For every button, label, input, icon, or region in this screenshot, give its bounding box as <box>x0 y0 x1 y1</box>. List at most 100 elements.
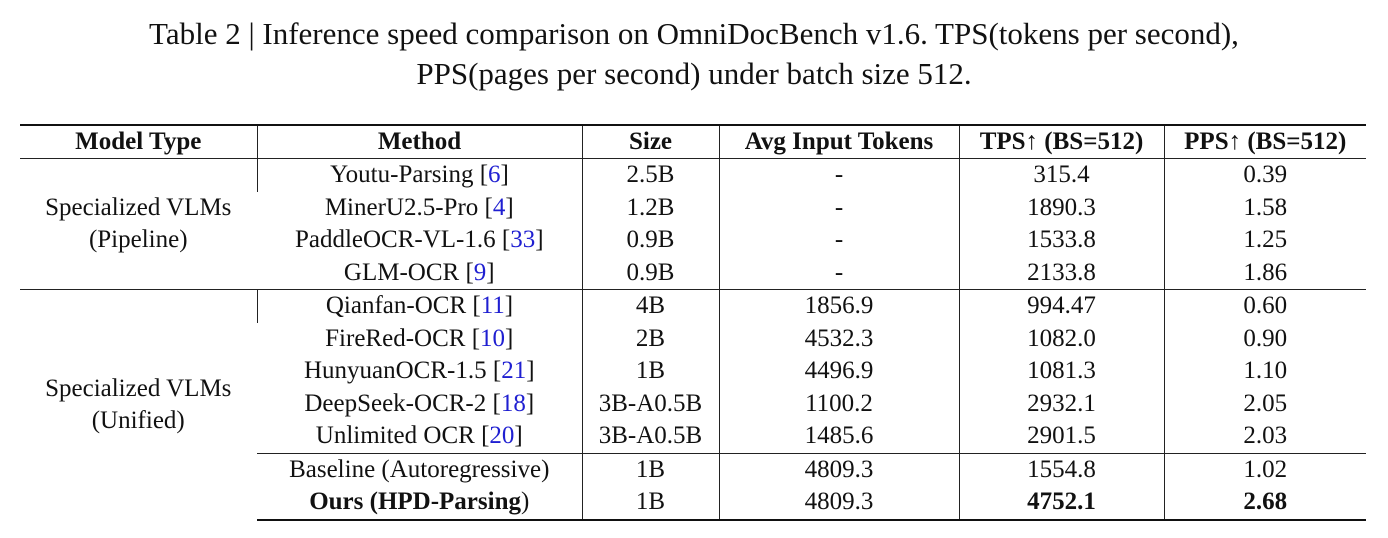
method-name: GLM-OCR <box>343 258 460 286</box>
citation-link[interactable]: 11 <box>480 292 505 320</box>
group-label-unified: Specialized VLMs (Unified) <box>20 289 257 520</box>
method-cell: DeepSeek-OCR-2 [18] <box>304 389 535 417</box>
tokens-cell: - <box>718 256 959 290</box>
size-cell: 3B-A0.5B <box>581 387 719 420</box>
pps-cell: 0.60 <box>1163 289 1366 323</box>
size-cell: 1.2B <box>581 191 719 224</box>
pps-cell: 0.90 <box>1163 322 1366 355</box>
tokens-cell: - <box>718 191 959 224</box>
tps-cell: 1081.3 <box>958 355 1164 388</box>
header-model-type: Model Type <box>20 124 257 159</box>
size-cell: 1B <box>581 486 719 521</box>
pps-cell: 1.25 <box>1163 224 1366 257</box>
group-label-line: Specialized VLMs <box>45 194 232 221</box>
group-label-pipeline: Specialized VLMs (Pipeline) <box>20 159 257 290</box>
table-row: Baseline (Autoregressive) 1B 4809.3 1554… <box>20 452 1366 486</box>
method-cell: Ours (HPD-Parsing) <box>257 486 582 521</box>
tokens-cell: - <box>718 158 959 192</box>
pps-cell: 1.10 <box>1163 355 1366 388</box>
tokens-cell: 1485.6 <box>718 420 959 453</box>
size-cell: 3B-A0.5B <box>581 420 719 453</box>
table-row: DeepSeek-OCR-2 [18] 3B-A0.5B 1100.2 2932… <box>20 387 1366 420</box>
header-tps: TPS↑ (BS=512) <box>958 124 1164 159</box>
header-pps: PPS↑ (BS=512) <box>1163 124 1366 159</box>
pps-cell: 2.03 <box>1163 420 1366 453</box>
table-row: Specialized VLMs (Unified) Qianfan-OCR [… <box>20 289 1366 520</box>
header-row: Model Type Method Size Avg Input Tokens … <box>20 124 1366 159</box>
tokens-cell: 1856.9 <box>718 289 959 323</box>
size-cell: 4B <box>581 289 719 323</box>
method-name: Baseline (Autoregressive) <box>289 455 550 483</box>
tps-cell: 1082.0 <box>958 322 1164 355</box>
table-row: Specialized VLMs (Pipeline) Youtu-Parsin… <box>20 158 1366 253</box>
tokens-cell: - <box>718 224 959 257</box>
speed-comparison-table: Model Type Method Size Avg Input Tokens … <box>20 124 1366 521</box>
tokens-cell: 4809.3 <box>718 452 959 486</box>
tps-cell-best: 4752.1 <box>958 486 1164 521</box>
tokens-cell: 4496.9 <box>718 355 959 388</box>
caption-line-2: PPS(pages per second) under batch size 5… <box>416 56 972 91</box>
method-name-ours: Ours (HPD-Parsing <box>309 488 521 516</box>
citation-link[interactable]: 18 <box>500 389 526 417</box>
method-cell: MinerU2.5-Pro [4] <box>324 193 514 221</box>
citation-link[interactable]: 6 <box>488 161 501 189</box>
caption-line-1: Table 2 | Inference speed comparison on … <box>149 16 1239 51</box>
tokens-cell: 4809.3 <box>718 486 959 521</box>
size-cell: 1B <box>581 452 719 486</box>
tps-cell: 315.4 <box>958 158 1164 192</box>
tps-cell: 1533.8 <box>958 224 1164 257</box>
method-name: PaddleOCR-VL-1.6 <box>294 226 496 254</box>
method-name: MinerU2.5-Pro <box>324 193 479 221</box>
method-name-suffix: ) <box>520 488 530 516</box>
header-avg-input-tokens: Avg Input Tokens <box>718 124 959 159</box>
citation-link[interactable]: 33 <box>510 226 536 254</box>
size-cell: 2B <box>581 322 719 355</box>
table-row: HunyuanOCR-1.5 [21] 1B 4496.9 1081.3 1.1… <box>20 355 1366 388</box>
size-cell: 0.9B <box>581 224 719 257</box>
table-row: FireRed-OCR [10] 2B 4532.3 1082.0 0.90 <box>20 322 1366 355</box>
group-label-line: (Unified) <box>91 406 185 434</box>
table-row: Ours (HPD-Parsing) 1B 4809.3 4752.1 2.68 <box>20 486 1366 521</box>
method-cell: Qianfan-OCR [11] <box>256 289 582 323</box>
method-name: HunyuanOCR-1.5 <box>303 357 487 385</box>
method-cell: HunyuanOCR-1.5 [21] <box>303 357 535 385</box>
pps-cell: 2.05 <box>1163 387 1366 420</box>
size-cell: 2.5B <box>581 158 719 192</box>
size-cell: 1B <box>581 355 719 388</box>
tps-cell: 2932.1 <box>958 387 1164 420</box>
method-cell: Baseline (Autoregressive) <box>257 452 582 486</box>
tps-cell: 2901.5 <box>958 420 1164 453</box>
tokens-cell: 1100.2 <box>718 387 959 420</box>
method-cell: GLM-OCR [9] <box>343 258 495 286</box>
method-name: Qianfan-OCR <box>325 292 467 320</box>
citation-link[interactable]: 20 <box>489 422 515 450</box>
method-name: DeepSeek-OCR-2 <box>304 389 487 417</box>
citation-link[interactable]: 21 <box>501 357 527 385</box>
citation-link[interactable]: 9 <box>473 258 487 286</box>
method-cell: FireRed-OCR [10] <box>325 324 514 352</box>
tps-cell: 1554.8 <box>958 452 1164 486</box>
method-name: Unlimited OCR <box>315 422 475 450</box>
tps-cell: 994.47 <box>958 289 1164 323</box>
tps-cell: 1890.3 <box>958 191 1164 224</box>
table-caption: Table 2 | Inference speed comparison on … <box>0 14 1388 94</box>
pps-cell: 1.58 <box>1163 191 1366 224</box>
method-name: FireRed-OCR <box>325 324 466 352</box>
group-label-line: (Pipeline) <box>88 226 188 253</box>
pps-cell: 0.39 <box>1163 158 1366 192</box>
header-method: Method <box>256 124 582 159</box>
table-row: MinerU2.5-Pro [4] 1.2B - 1890.3 1.58 <box>20 191 1366 224</box>
method-cell: Youtu-Parsing [6] <box>256 158 582 192</box>
method-cell: Unlimited OCR [20] <box>315 422 523 450</box>
citation-link[interactable]: 4 <box>492 193 506 221</box>
group-label-line: Specialized VLMs <box>45 374 232 402</box>
pps-cell: 1.02 <box>1163 452 1366 486</box>
table-row: Unlimited OCR [20] 3B-A0.5B 1485.6 2901.… <box>20 420 1366 453</box>
tokens-cell: 4532.3 <box>718 322 959 355</box>
size-cell: 0.9B <box>581 256 719 290</box>
table-row: PaddleOCR-VL-1.6 [33] 0.9B - 1533.8 1.25 <box>20 224 1366 257</box>
citation-link[interactable]: 10 <box>480 324 506 352</box>
pps-cell: 1.86 <box>1163 256 1366 290</box>
method-cell: PaddleOCR-VL-1.6 [33] <box>294 226 544 254</box>
header-size: Size <box>581 124 719 159</box>
